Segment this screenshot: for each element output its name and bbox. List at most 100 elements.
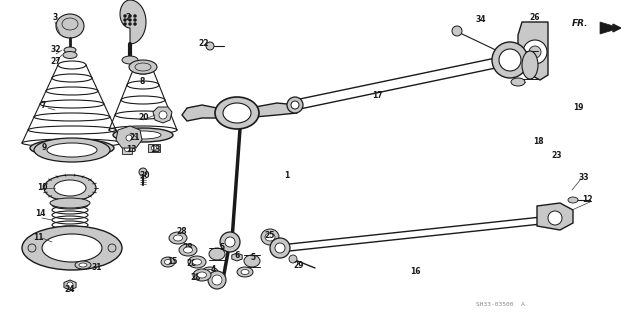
- Ellipse shape: [244, 255, 260, 267]
- Circle shape: [139, 168, 147, 176]
- Ellipse shape: [206, 270, 214, 275]
- Circle shape: [270, 238, 290, 258]
- Ellipse shape: [265, 233, 275, 241]
- Text: 34: 34: [476, 16, 486, 25]
- Bar: [122, 144, 132, 154]
- Circle shape: [206, 42, 214, 50]
- Text: 18: 18: [532, 137, 543, 145]
- Ellipse shape: [215, 97, 259, 129]
- Circle shape: [124, 23, 127, 26]
- Ellipse shape: [568, 197, 578, 203]
- Ellipse shape: [193, 269, 211, 281]
- Circle shape: [529, 46, 541, 58]
- Text: 14: 14: [35, 209, 45, 218]
- Ellipse shape: [223, 103, 251, 123]
- Circle shape: [523, 40, 547, 64]
- Ellipse shape: [209, 248, 225, 260]
- Ellipse shape: [50, 227, 90, 237]
- Text: 9: 9: [42, 144, 47, 152]
- Ellipse shape: [79, 263, 87, 267]
- Circle shape: [134, 14, 136, 18]
- Ellipse shape: [42, 143, 102, 153]
- Polygon shape: [518, 22, 548, 80]
- Ellipse shape: [499, 49, 521, 71]
- Text: 28: 28: [177, 227, 188, 236]
- Text: 33: 33: [579, 173, 589, 182]
- Circle shape: [287, 97, 303, 113]
- Ellipse shape: [179, 244, 197, 256]
- Ellipse shape: [208, 271, 226, 289]
- Text: 10: 10: [36, 183, 47, 192]
- Text: 24: 24: [65, 286, 76, 294]
- Text: 1: 1: [284, 170, 290, 180]
- Circle shape: [501, 51, 519, 69]
- Ellipse shape: [34, 138, 110, 162]
- Text: 2: 2: [125, 13, 131, 23]
- Text: 21: 21: [130, 133, 140, 143]
- Text: 3: 3: [52, 13, 58, 23]
- Polygon shape: [232, 253, 242, 261]
- Text: 6: 6: [234, 250, 239, 259]
- Ellipse shape: [511, 78, 525, 86]
- Ellipse shape: [173, 235, 182, 241]
- Circle shape: [124, 14, 127, 18]
- Circle shape: [28, 244, 36, 252]
- Ellipse shape: [492, 42, 528, 78]
- Ellipse shape: [64, 47, 76, 53]
- Circle shape: [129, 23, 131, 26]
- Text: 4: 4: [211, 265, 216, 275]
- Ellipse shape: [56, 14, 84, 38]
- Polygon shape: [64, 280, 76, 290]
- Text: 23: 23: [552, 152, 563, 160]
- Ellipse shape: [237, 267, 253, 277]
- Text: 8: 8: [140, 78, 145, 86]
- Text: FR.: FR.: [572, 19, 588, 28]
- Ellipse shape: [261, 229, 279, 245]
- Ellipse shape: [113, 128, 173, 142]
- Ellipse shape: [54, 180, 86, 196]
- Polygon shape: [182, 105, 217, 121]
- Ellipse shape: [188, 256, 206, 268]
- Polygon shape: [600, 22, 620, 34]
- Text: 5: 5: [250, 254, 255, 263]
- Ellipse shape: [212, 275, 222, 285]
- Ellipse shape: [122, 56, 138, 64]
- Text: 13: 13: [150, 145, 160, 153]
- Text: 29: 29: [294, 261, 304, 270]
- Polygon shape: [537, 203, 573, 230]
- Polygon shape: [153, 107, 172, 123]
- Ellipse shape: [164, 259, 172, 264]
- Text: 27: 27: [51, 57, 61, 66]
- Ellipse shape: [47, 143, 97, 157]
- Circle shape: [159, 111, 167, 119]
- Circle shape: [129, 19, 131, 21]
- Ellipse shape: [241, 270, 249, 275]
- Text: 28: 28: [187, 258, 197, 268]
- Text: 17: 17: [372, 91, 382, 100]
- Polygon shape: [120, 0, 146, 44]
- Text: 30: 30: [140, 170, 150, 180]
- Ellipse shape: [42, 234, 102, 262]
- Text: 26: 26: [530, 13, 540, 23]
- Circle shape: [506, 56, 514, 64]
- Circle shape: [67, 282, 73, 288]
- Circle shape: [124, 19, 127, 21]
- Polygon shape: [116, 126, 142, 148]
- Ellipse shape: [125, 131, 161, 139]
- Text: 31: 31: [92, 263, 102, 271]
- Text: SH33-03500  A: SH33-03500 A: [476, 302, 524, 308]
- Circle shape: [126, 135, 132, 141]
- Circle shape: [291, 101, 299, 109]
- Text: 13: 13: [125, 145, 136, 153]
- Text: 7: 7: [40, 100, 45, 109]
- Text: 28: 28: [191, 273, 202, 283]
- Ellipse shape: [522, 51, 538, 79]
- Text: 20: 20: [139, 114, 149, 122]
- Circle shape: [134, 23, 136, 26]
- Circle shape: [129, 14, 131, 18]
- Ellipse shape: [169, 232, 187, 244]
- Circle shape: [125, 146, 129, 152]
- Circle shape: [134, 19, 136, 21]
- Circle shape: [152, 145, 157, 151]
- Circle shape: [289, 255, 297, 263]
